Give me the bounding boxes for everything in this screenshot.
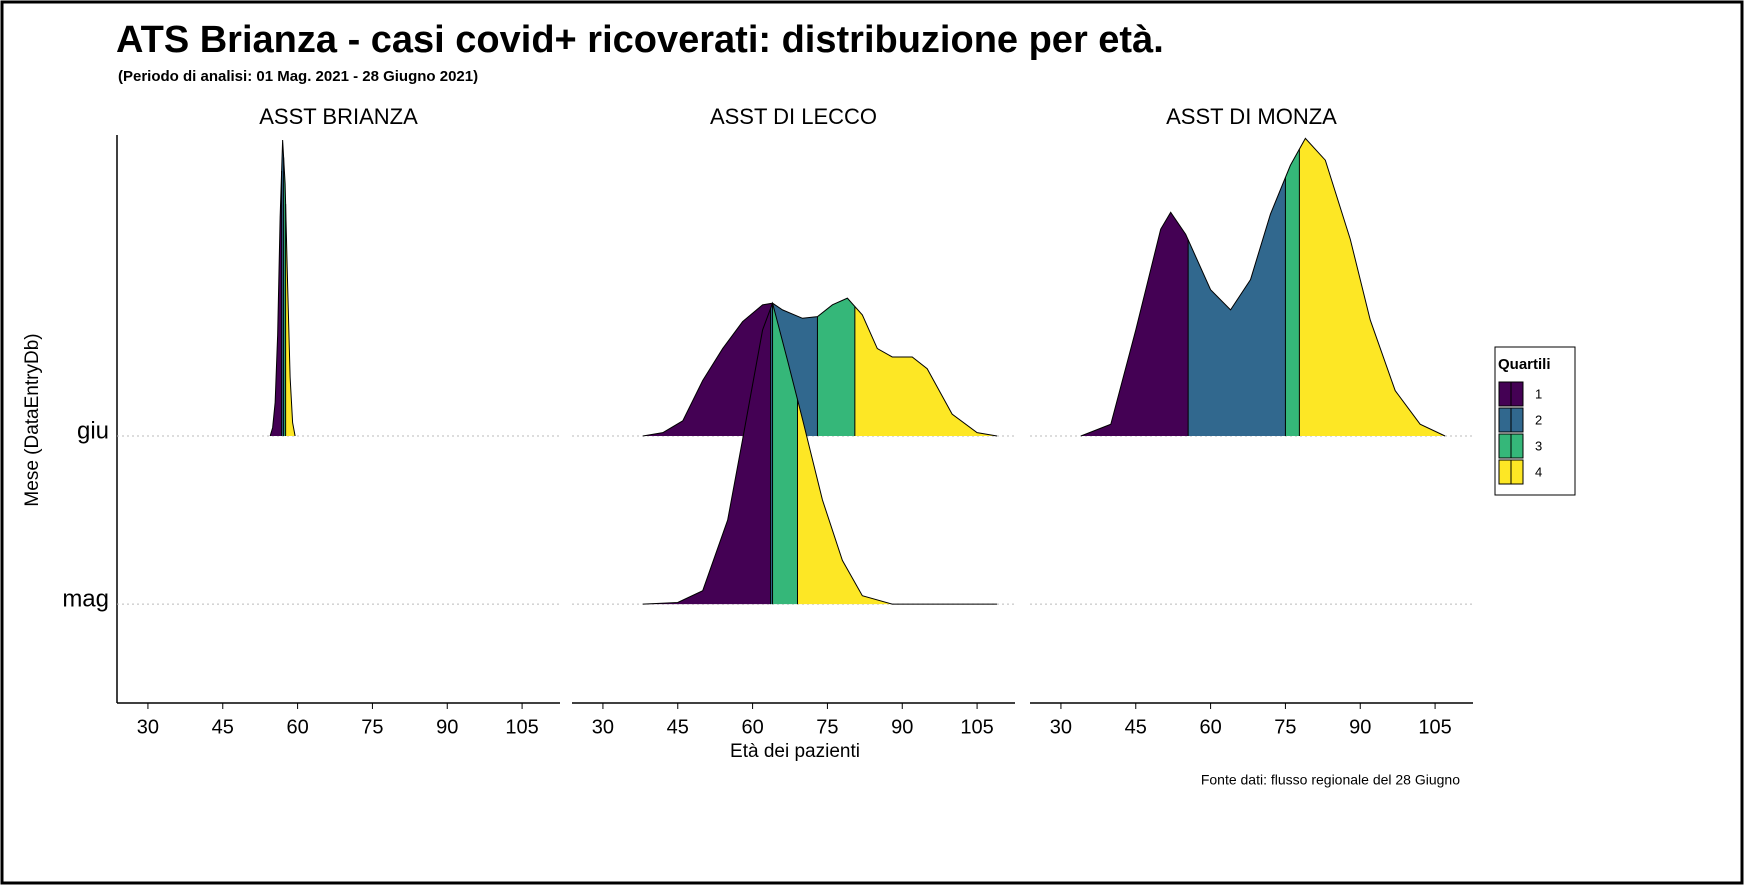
x-tick-label: 60 bbox=[286, 716, 308, 738]
x-tick-label: 105 bbox=[1418, 716, 1451, 738]
legend-label: 3 bbox=[1535, 438, 1542, 453]
quartile-fill bbox=[854, 306, 998, 436]
density-outline bbox=[1080, 137, 1446, 437]
x-tick-label: 30 bbox=[592, 716, 614, 738]
x-tick-label: 45 bbox=[212, 716, 234, 738]
x-tick-label: 90 bbox=[1349, 716, 1371, 738]
x-tick-label: 30 bbox=[137, 716, 159, 738]
quartile-fill bbox=[1285, 149, 1300, 436]
legend-label: 2 bbox=[1535, 412, 1542, 427]
quartile-fill bbox=[1299, 138, 1446, 436]
x-tick-label: 90 bbox=[436, 716, 458, 738]
panel-title: ASST BRIANZA bbox=[259, 104, 418, 129]
quartile-fill bbox=[1080, 212, 1189, 436]
quartile-fill bbox=[285, 203, 296, 436]
density-outline bbox=[642, 297, 998, 437]
quartile-fill bbox=[642, 303, 773, 436]
chart-title: ATS Brianza - casi covid+ ricoverati: di… bbox=[116, 19, 1164, 61]
x-tick-label: 105 bbox=[960, 716, 993, 738]
panel-title: ASST DI MONZA bbox=[1166, 104, 1337, 129]
density-outline bbox=[642, 301, 998, 605]
quartile-fill bbox=[642, 308, 771, 605]
x-tick-label: 45 bbox=[1125, 716, 1147, 738]
quartile-fill bbox=[817, 298, 855, 436]
legend-title: Quartili bbox=[1498, 356, 1551, 373]
quartile-fill bbox=[270, 170, 282, 436]
x-tick-label: 60 bbox=[741, 716, 763, 738]
x-axis-label: Età dei pazienti bbox=[730, 741, 860, 762]
density-outline bbox=[269, 140, 296, 437]
y-tick-label: giu bbox=[77, 417, 109, 444]
chart-subtitle: (Periodo di analisi: 01 Mag. 2021 - 28 G… bbox=[118, 68, 478, 85]
legend-label: 1 bbox=[1535, 386, 1542, 401]
x-tick-label: 105 bbox=[505, 716, 538, 738]
caption: Fonte dati: flusso regionale del 28 Giug… bbox=[1201, 772, 1460, 788]
x-tick-label: 90 bbox=[891, 716, 913, 738]
x-tick-label: 45 bbox=[667, 716, 689, 738]
quartile-fill bbox=[1188, 177, 1286, 436]
x-tick-label: 75 bbox=[361, 716, 383, 738]
x-tick-label: 30 bbox=[1050, 716, 1072, 738]
x-tick-label: 75 bbox=[816, 716, 838, 738]
x-tick-label: 60 bbox=[1199, 716, 1221, 738]
x-tick-label: 75 bbox=[1274, 716, 1296, 738]
quartile-fill bbox=[772, 303, 798, 605]
quartile-fill bbox=[797, 399, 998, 605]
y-axis-label: Mese (DataEntryDb) bbox=[22, 333, 43, 506]
legend-label: 4 bbox=[1535, 464, 1542, 479]
y-tick-label: mag bbox=[62, 585, 109, 612]
panel-title: ASST DI LECCO bbox=[710, 104, 877, 129]
